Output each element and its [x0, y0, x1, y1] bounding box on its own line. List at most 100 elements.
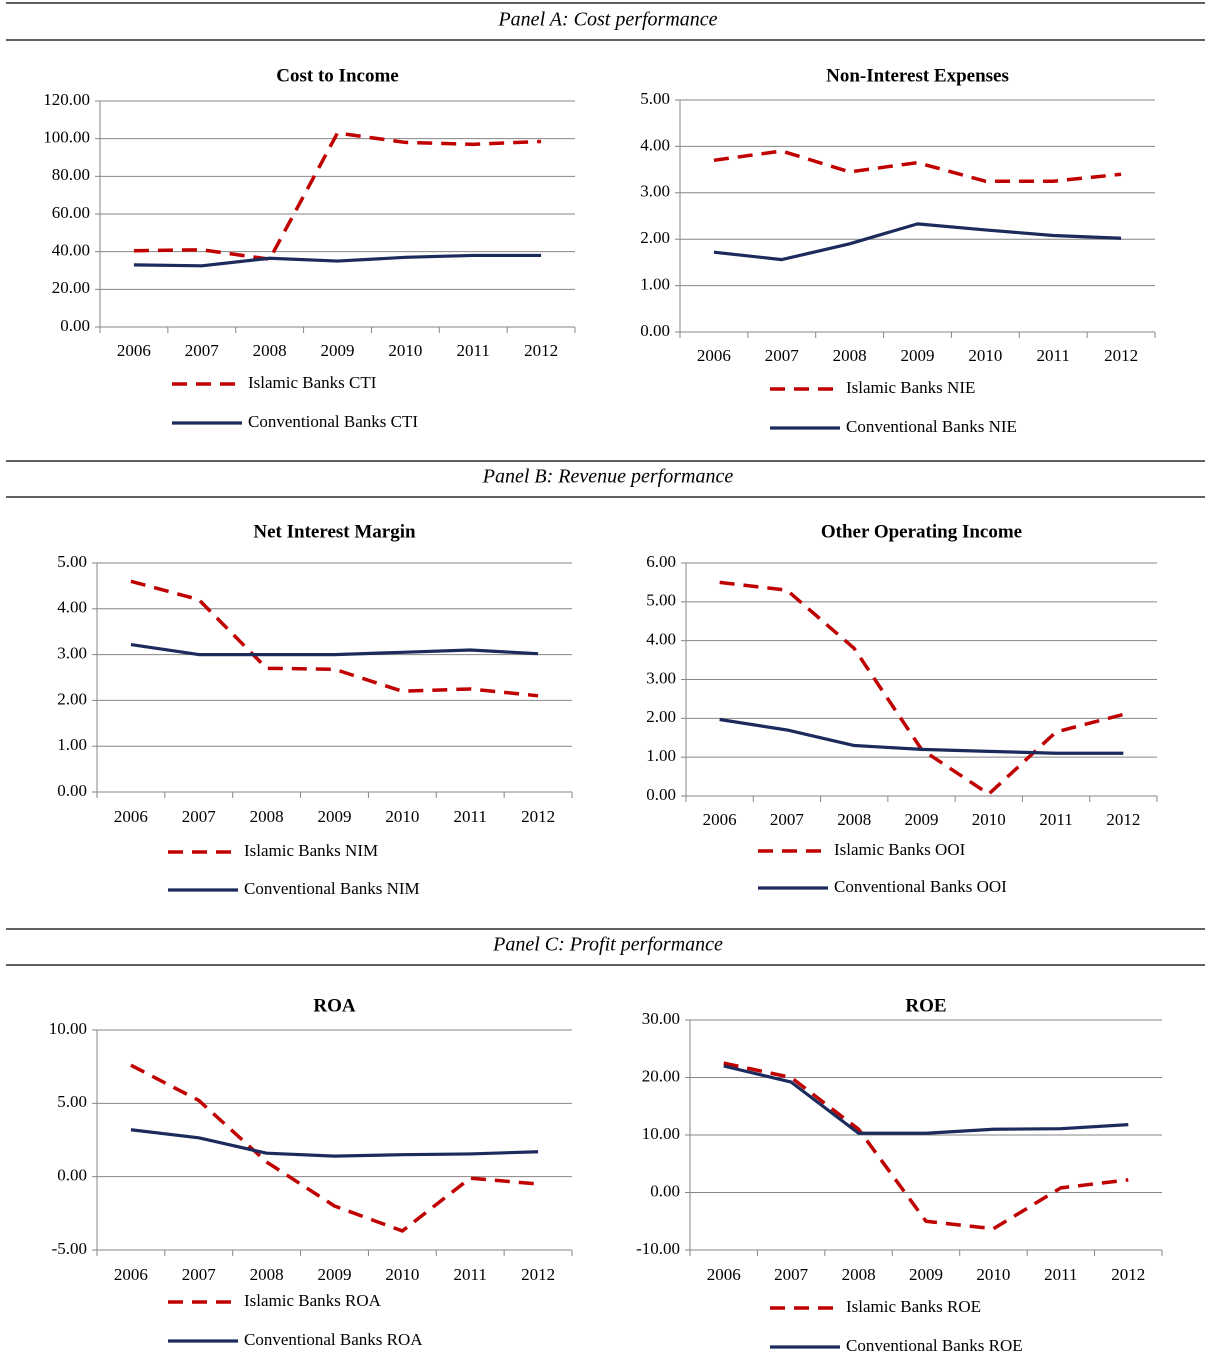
y-tick-label: 10.00 [49, 1019, 87, 1038]
series-line [130, 1128, 539, 1158]
x-tick-label: 2007 [765, 346, 800, 365]
panel-title: Panel A: Cost performance [497, 9, 717, 31]
x-tick-label: 2011 [454, 1265, 487, 1284]
y-tick-label: 5.00 [57, 1092, 87, 1111]
x-tick-label: 2010 [976, 1265, 1010, 1284]
y-tick-label: 0.00 [646, 785, 676, 804]
x-tick-label: 2012 [521, 807, 555, 826]
series-line [713, 149, 1122, 183]
y-tick-label: 0.00 [57, 781, 87, 800]
y-tick-label: 4.00 [646, 630, 676, 649]
x-tick-label: 2008 [842, 1265, 876, 1284]
x-tick-label: 2007 [182, 807, 217, 826]
x-tick-label: 2010 [972, 810, 1006, 829]
x-tick-label: 2012 [1104, 346, 1138, 365]
x-tick-label: 2011 [1044, 1265, 1077, 1284]
y-tick-label: 0.00 [60, 316, 90, 335]
y-tick-label: 5.00 [646, 591, 676, 610]
y-tick-label: 5.00 [640, 89, 670, 108]
series-line [719, 717, 1124, 755]
legend-label: Islamic Banks CTI [248, 373, 377, 392]
x-tick-label: 2009 [321, 341, 355, 360]
y-tick-label: 3.00 [57, 644, 87, 663]
legend-label: Islamic Banks NIE [846, 378, 975, 397]
x-tick-label: 2008 [250, 1265, 284, 1284]
x-tick-label: 2007 [185, 341, 220, 360]
y-tick-label: 20.00 [52, 278, 90, 297]
x-tick-label: 2008 [253, 341, 287, 360]
x-tick-label: 2009 [318, 1265, 352, 1284]
x-tick-label: 2010 [968, 346, 1002, 365]
x-tick-label: 2010 [385, 807, 419, 826]
x-tick-label: 2011 [1037, 346, 1070, 365]
legend-label: Islamic Banks NIM [244, 841, 378, 860]
panel-title: Panel C: Profit performance [492, 934, 723, 956]
x-tick-label: 2010 [388, 341, 422, 360]
y-tick-label: 1.00 [640, 275, 670, 294]
x-tick-label: 2006 [703, 810, 737, 829]
legend-label: Conventional Banks CTI [248, 412, 418, 431]
x-tick-label: 2009 [905, 810, 939, 829]
x-tick-label: 2012 [1111, 1265, 1145, 1284]
x-tick-label: 2007 [774, 1265, 809, 1284]
chart-title: ROA [313, 995, 356, 1016]
legend-label: Conventional Banks ROE [846, 1336, 1023, 1355]
series-line [723, 1064, 1129, 1135]
legend-label: Islamic Banks ROE [846, 1297, 981, 1316]
x-tick-label: 2012 [524, 341, 558, 360]
x-tick-label: 2011 [454, 807, 487, 826]
series-line [130, 579, 539, 698]
x-tick-label: 2007 [182, 1265, 217, 1284]
x-tick-label: 2012 [1106, 810, 1140, 829]
y-tick-label: 40.00 [52, 241, 90, 260]
y-tick-label: 20.00 [642, 1066, 680, 1085]
y-tick-label: 6.00 [646, 552, 676, 571]
y-tick-label: 0.00 [650, 1181, 680, 1200]
chart-title: Non-Interest Expenses [826, 65, 1009, 86]
x-tick-label: 2006 [114, 1265, 148, 1284]
series-line [130, 642, 539, 657]
y-tick-label: -10.00 [636, 1239, 680, 1258]
y-tick-label: 2.00 [640, 228, 670, 247]
y-tick-label: 0.00 [57, 1166, 87, 1185]
x-tick-label: 2008 [837, 810, 871, 829]
series-line [133, 131, 542, 261]
y-tick-label: 2.00 [646, 707, 676, 726]
x-tick-label: 2006 [707, 1265, 741, 1284]
x-tick-label: 2006 [697, 346, 731, 365]
legend-label: Conventional Banks OOI [834, 877, 1007, 896]
x-tick-label: 2009 [901, 346, 935, 365]
series-line [723, 1061, 1129, 1231]
legend-label: Conventional Banks ROA [244, 1330, 423, 1349]
series-line [719, 580, 1124, 796]
panel-title: Panel B: Revenue performance [482, 466, 734, 488]
x-tick-label: 2007 [770, 810, 805, 829]
y-tick-label: 2.00 [57, 689, 87, 708]
chart-title: ROE [905, 995, 946, 1016]
x-tick-label: 2011 [457, 341, 490, 360]
y-tick-label: 60.00 [52, 203, 90, 222]
x-tick-label: 2008 [833, 346, 867, 365]
y-tick-label: 4.00 [640, 135, 670, 154]
x-tick-label: 2012 [521, 1265, 555, 1284]
series-line [713, 222, 1122, 262]
y-tick-label: 4.00 [57, 598, 87, 617]
x-tick-label: 2006 [117, 341, 151, 360]
y-tick-label: 100.00 [43, 128, 90, 147]
x-tick-label: 2006 [114, 807, 148, 826]
chart-title: Other Operating Income [821, 521, 1022, 542]
y-tick-label: 1.00 [646, 746, 676, 765]
y-tick-label: 3.00 [646, 668, 676, 687]
x-tick-label: 2009 [318, 807, 352, 826]
y-tick-label: 5.00 [57, 552, 87, 571]
chart-title: Net Interest Margin [253, 521, 416, 542]
legend-label: Conventional Banks NIM [244, 879, 420, 898]
x-tick-label: 2009 [909, 1265, 943, 1284]
series-line [130, 1063, 539, 1233]
y-tick-label: 1.00 [57, 735, 87, 754]
y-tick-label: 3.00 [640, 182, 670, 201]
legend-label: Islamic Banks ROA [244, 1291, 382, 1310]
series-line [133, 253, 542, 268]
